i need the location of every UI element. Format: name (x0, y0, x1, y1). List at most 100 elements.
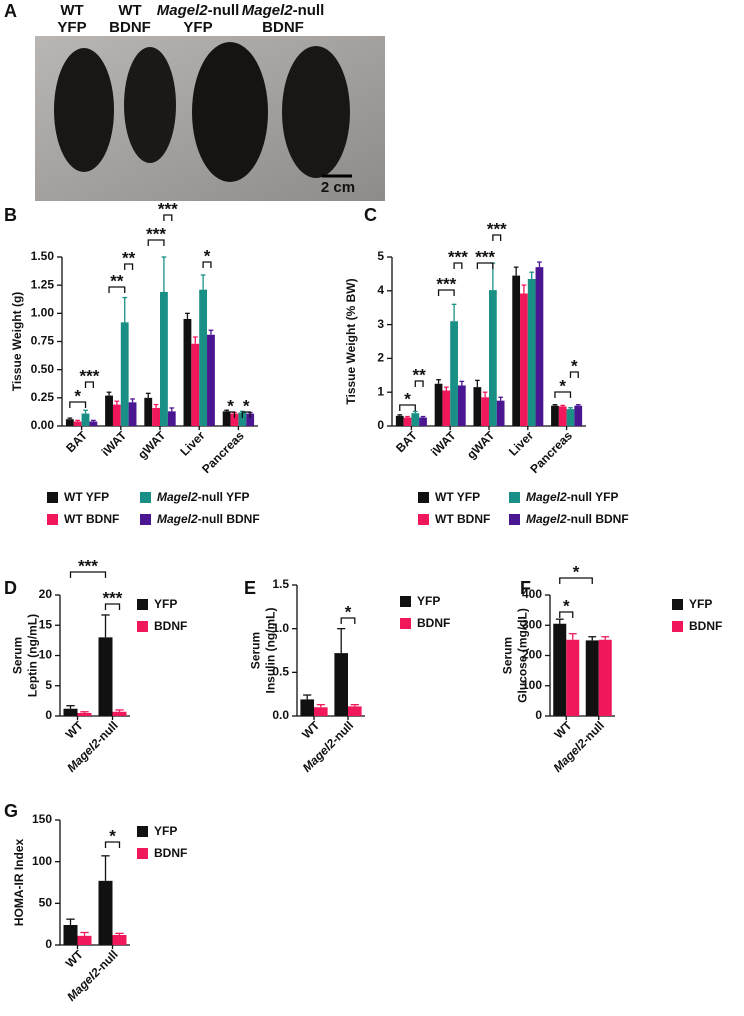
significance-label: * (571, 356, 578, 375)
bar (112, 404, 121, 426)
significance-bracket (84, 381, 95, 388)
significance-bracket (559, 611, 574, 618)
significance-bracket (492, 234, 502, 241)
bar (222, 411, 231, 426)
bar (411, 413, 420, 426)
legend-label: BDNF (417, 616, 450, 630)
y-axis-label: HOMA-IR Index (12, 839, 26, 927)
panel-letter: B (4, 205, 17, 225)
y-tick-label: 1.00 (31, 306, 55, 320)
bar (419, 417, 427, 426)
y-tick-label: 2 (377, 351, 384, 365)
y-tick-label: 100 (522, 678, 542, 692)
legend-swatch (47, 492, 58, 503)
significance-label: *** (78, 556, 98, 575)
significance-label: * (559, 376, 566, 395)
y-tick-label: 0.00 (31, 418, 55, 432)
significance-label: * (109, 826, 116, 845)
y-tick-label: 0 (45, 937, 52, 951)
y-axis-label: Serum (501, 637, 515, 674)
y-tick-label: 1.25 (31, 277, 55, 291)
y-tick-label: 0 (377, 418, 384, 432)
legend-swatch (137, 599, 148, 610)
y-tick-label: 20 (39, 587, 53, 601)
y-tick-label: 3 (377, 317, 384, 331)
group-label: WT (118, 2, 141, 19)
bar (167, 411, 176, 426)
significance-label: * (227, 396, 234, 415)
significance-label: *** (475, 247, 495, 266)
bar (553, 623, 567, 716)
significance-bracket (437, 289, 455, 296)
y-tick-label: 1 (377, 384, 384, 398)
significance-label: * (74, 386, 81, 405)
panel-letter: D (4, 578, 17, 598)
legend-swatch (140, 514, 151, 525)
bar (230, 413, 239, 426)
bar (334, 653, 348, 716)
x-tick-label: Liver (506, 428, 536, 458)
legend-label: YFP (689, 597, 712, 611)
y-tick-label: 1.0 (272, 621, 289, 635)
legend-label: WT BDNF (435, 512, 490, 526)
y-tick-label: 0.75 (31, 334, 55, 348)
legend-swatch (672, 621, 683, 632)
group-label: WT (60, 2, 83, 19)
group-label: BDNF (262, 19, 304, 36)
y-tick-label: 0.25 (31, 390, 55, 404)
panel-letter: C (364, 205, 377, 225)
group-label: BDNF (109, 19, 151, 36)
significance-bracket (554, 391, 572, 398)
group-label: YFP (183, 19, 212, 36)
legend-swatch (672, 599, 683, 610)
x-tick-label: Pancreas (199, 428, 247, 476)
bar (112, 935, 127, 945)
y-tick-label: 150 (32, 812, 52, 826)
legend-label: YFP (154, 824, 177, 838)
bar (434, 383, 443, 426)
significance-label: *** (80, 366, 100, 385)
y-tick-label: 15 (39, 617, 53, 631)
bar (520, 293, 528, 426)
x-tick-label: BAT (393, 428, 420, 455)
x-tick-label: WT (63, 718, 87, 742)
significance-bracket (147, 239, 165, 246)
y-tick-label: 400 (522, 587, 542, 601)
x-tick-label: iWAT (428, 428, 459, 459)
significance-bracket (241, 411, 251, 418)
y-tick-label: 5 (45, 678, 52, 692)
panel-letter: F (520, 578, 531, 598)
y-tick-label: 50 (39, 896, 53, 910)
bar (574, 405, 583, 426)
y-axis-label: Glucose (mg/dL) (516, 608, 530, 703)
legend-label: BDNF (689, 619, 722, 633)
legend-swatch (137, 621, 148, 632)
bar (144, 397, 153, 426)
bar (128, 402, 137, 426)
bar (73, 421, 82, 426)
scale-bar-label: 2 cm (321, 179, 355, 196)
bar (199, 289, 208, 426)
y-axis-label: Tissue Weight (g) (10, 292, 24, 392)
bar (77, 712, 92, 716)
legend-label: BDNF (154, 846, 187, 860)
y-tick-label: 5 (377, 249, 384, 263)
legend-label: YFP (417, 594, 440, 608)
x-tick-label: Liver (177, 428, 207, 458)
panel-letter: A (4, 1, 17, 21)
y-tick-label: 1.5 (272, 577, 289, 591)
legend-label: Magel2-null BDNF (526, 512, 629, 526)
y-tick-label: 0 (535, 708, 542, 722)
bar (160, 291, 168, 426)
y-tick-label: 0.5 (272, 665, 289, 679)
y-tick-label: 4 (377, 283, 384, 297)
y-axis-label: Serum (249, 632, 263, 669)
bar (63, 925, 78, 945)
bar (314, 707, 328, 716)
significance-label: * (563, 596, 570, 615)
legend-swatch (400, 618, 411, 629)
bar (551, 405, 559, 426)
significance-bracket (163, 214, 173, 221)
bar (473, 387, 482, 426)
